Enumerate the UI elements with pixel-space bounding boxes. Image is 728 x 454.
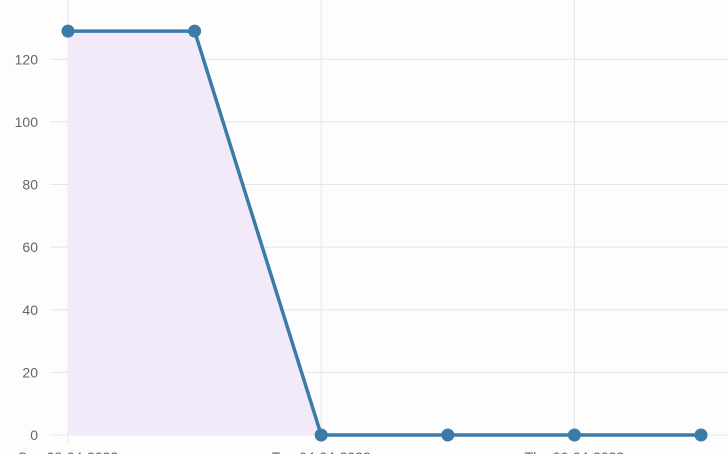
x-tick-label: Sun 08-04-2023 — [18, 449, 119, 454]
data-point[interactable] — [314, 428, 328, 442]
data-point[interactable] — [61, 24, 75, 38]
area-fill-layer — [68, 31, 322, 436]
area-fill — [68, 31, 322, 436]
data-point-layer — [61, 24, 708, 442]
y-tick-label: 0 — [30, 427, 38, 443]
y-tick-label: 120 — [15, 51, 39, 67]
series-line — [68, 29, 701, 437]
x-tick-label: Thu 06-04-2023 — [525, 449, 625, 454]
x-tick-label: Tue 04-04-2023 — [272, 449, 371, 454]
y-tick-label: 60 — [22, 239, 38, 255]
data-point[interactable] — [694, 428, 708, 442]
data-point[interactable] — [441, 428, 455, 442]
y-tick-label: 100 — [15, 114, 39, 130]
axis-label-layer: 0 20 40 60 80 100 120 Sun 08-04-2023 Tue 04-04-2… — [15, 51, 625, 454]
y-tick-label: 20 — [22, 364, 38, 380]
series-line-layer — [68, 29, 701, 437]
y-tick-label: 40 — [22, 302, 38, 318]
data-point[interactable] — [567, 428, 581, 442]
y-tick-label: 80 — [22, 177, 38, 193]
data-point[interactable] — [188, 24, 202, 38]
